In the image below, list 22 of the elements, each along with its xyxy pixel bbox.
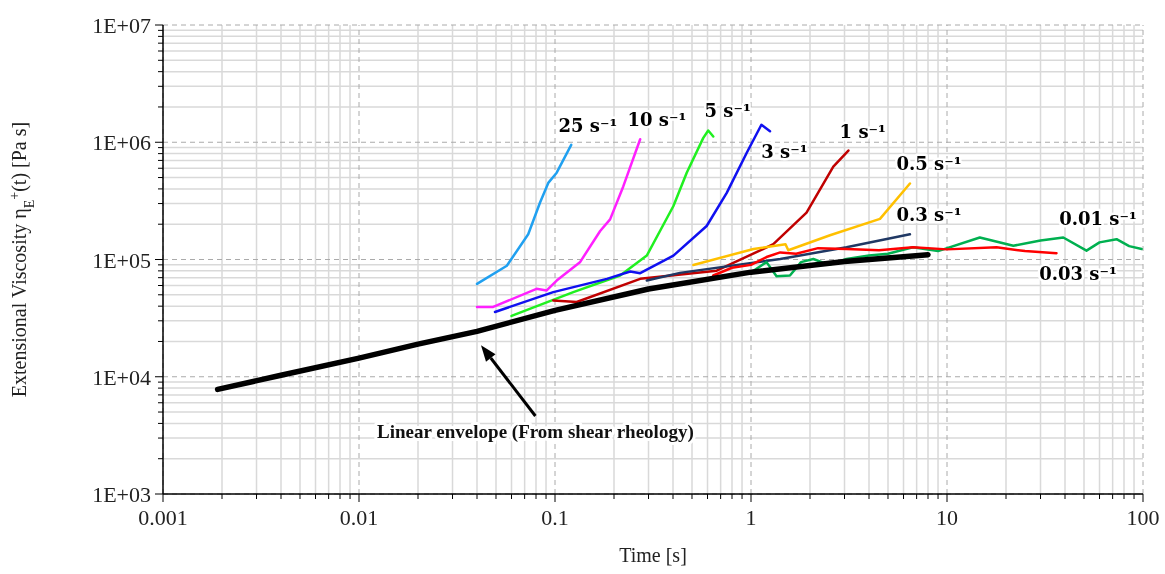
- series-label: 0.5 s⁻¹: [896, 153, 962, 175]
- y-tick-label: 1E+07: [92, 13, 151, 38]
- y-tick-label: 1E+03: [92, 482, 151, 507]
- series-label: 1 s⁻¹: [839, 120, 886, 142]
- x-tick-label: 1: [745, 505, 757, 530]
- y-tick-label: 1E+05: [92, 247, 151, 273]
- series-label: 0.01 s⁻¹: [1059, 207, 1137, 229]
- annotation: Linear envelope (From shear rheology): [377, 421, 694, 443]
- x-tick-label: 100: [1126, 505, 1160, 530]
- y-tick-label: 1E+06: [92, 130, 151, 156]
- series-label: 5 s⁻¹: [704, 100, 751, 122]
- series-label: 25 s⁻¹: [558, 114, 618, 136]
- x-tick-label: 0.1: [541, 505, 569, 530]
- x-tick-label: 0.01: [339, 505, 379, 530]
- series-label: 0.3 s⁻¹: [896, 204, 962, 226]
- series-label: 3 s⁻¹: [761, 141, 808, 163]
- series-label: 10 s⁻¹: [627, 109, 687, 131]
- x-axis-title: Time [s]: [619, 544, 687, 566]
- y-tick-label: 1E+04: [92, 364, 151, 390]
- series-label: 0.03 s⁻¹: [1039, 263, 1117, 285]
- x-tick-label: 0.001: [138, 505, 188, 530]
- x-tick-label: 10: [936, 505, 958, 530]
